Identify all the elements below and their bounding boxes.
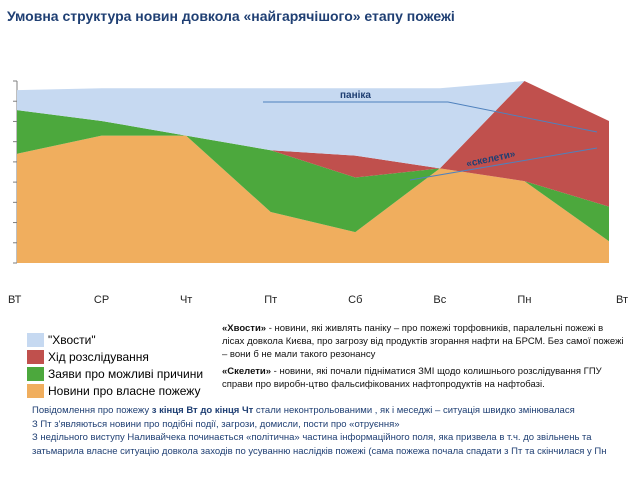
footer-line-3: З недільного виступу Наливайчека починає… — [32, 432, 592, 443]
note-tails-text: - новини, які живлять паніку – про пожеж… — [222, 323, 624, 360]
footer-line-4: затьмарила власне ситуацію довкола заход… — [32, 445, 607, 457]
legend-swatch-fire-news — [27, 383, 44, 398]
x-tick-label: Вс — [433, 294, 446, 306]
chart-title: Умовна структура новин довколa «найгаряч… — [7, 8, 455, 24]
legend-swatch-investigation — [27, 349, 44, 364]
x-tick-label: Чт — [180, 294, 192, 306]
annotation-panic: паніка — [340, 90, 371, 101]
footer-line-2: З Пт з'являються новини про подібні поді… — [32, 418, 400, 430]
legend-label-causes: Заяви про можливі причини — [48, 366, 204, 381]
skeletons-pointer-line — [409, 147, 598, 181]
legend-label-investigation: Хід розслідування — [48, 349, 149, 364]
x-tick-label: Пн — [517, 294, 531, 306]
legend-swatch-tails — [27, 332, 44, 347]
note-skeletons-text: - новини, які почали підніматися ЗМІ щод… — [222, 366, 602, 390]
x-tick-label: Пт — [264, 294, 277, 306]
area-series-3 — [17, 81, 609, 169]
x-axis-ticks: ВТ СР Чт Пт Сб Вс Пн Вт — [8, 294, 628, 306]
area-series-0 — [17, 135, 609, 263]
x-tick-label: СР — [94, 294, 109, 306]
legend-item-fire-news: Новини про власне пожежу — [27, 382, 203, 399]
area-series-2 — [17, 81, 609, 207]
legend: "Хвости" Хід розслідування Заяви про мож… — [27, 331, 203, 399]
footer-line-1: Повідомлення про пожежу з кінця Вт до кі… — [32, 405, 575, 416]
footer-highlight: з кінця Вт до кінця Чт — [151, 405, 254, 416]
stacked-area-chart: ВТ СР Чт Пт Сб Вс Пн Вт паніка «скелети» — [8, 80, 628, 306]
note-skeletons: «Скелети» - новини, які почали піднімати… — [222, 365, 627, 391]
x-tick-label: ВТ — [8, 294, 22, 306]
note-tails: «Хвости» - новини, які живлять паніку – … — [222, 322, 627, 361]
note-skeletons-term: «Скелети» — [222, 366, 272, 377]
legend-item-tails: "Хвости" — [27, 331, 203, 348]
legend-label-fire-news: Новини про власне пожежу — [48, 383, 201, 398]
legend-item-investigation: Хід розслідування — [27, 348, 203, 365]
footer-text: Повідомлення про пожежу з кінця Вт до кі… — [32, 404, 632, 458]
legend-item-causes: Заяви про можливі причини — [27, 365, 203, 382]
area-series-group — [17, 81, 609, 263]
panic-pointer-arrow — [447, 101, 598, 133]
note-tails-term: «Хвости» — [222, 323, 267, 334]
legend-label-tails: "Хвости" — [48, 332, 96, 347]
legend-swatch-causes — [27, 366, 44, 381]
x-tick-label: Сб — [348, 294, 362, 306]
area-series-1 — [17, 110, 609, 242]
x-tick-label: Вт — [616, 294, 628, 306]
y-axis — [13, 80, 18, 264]
